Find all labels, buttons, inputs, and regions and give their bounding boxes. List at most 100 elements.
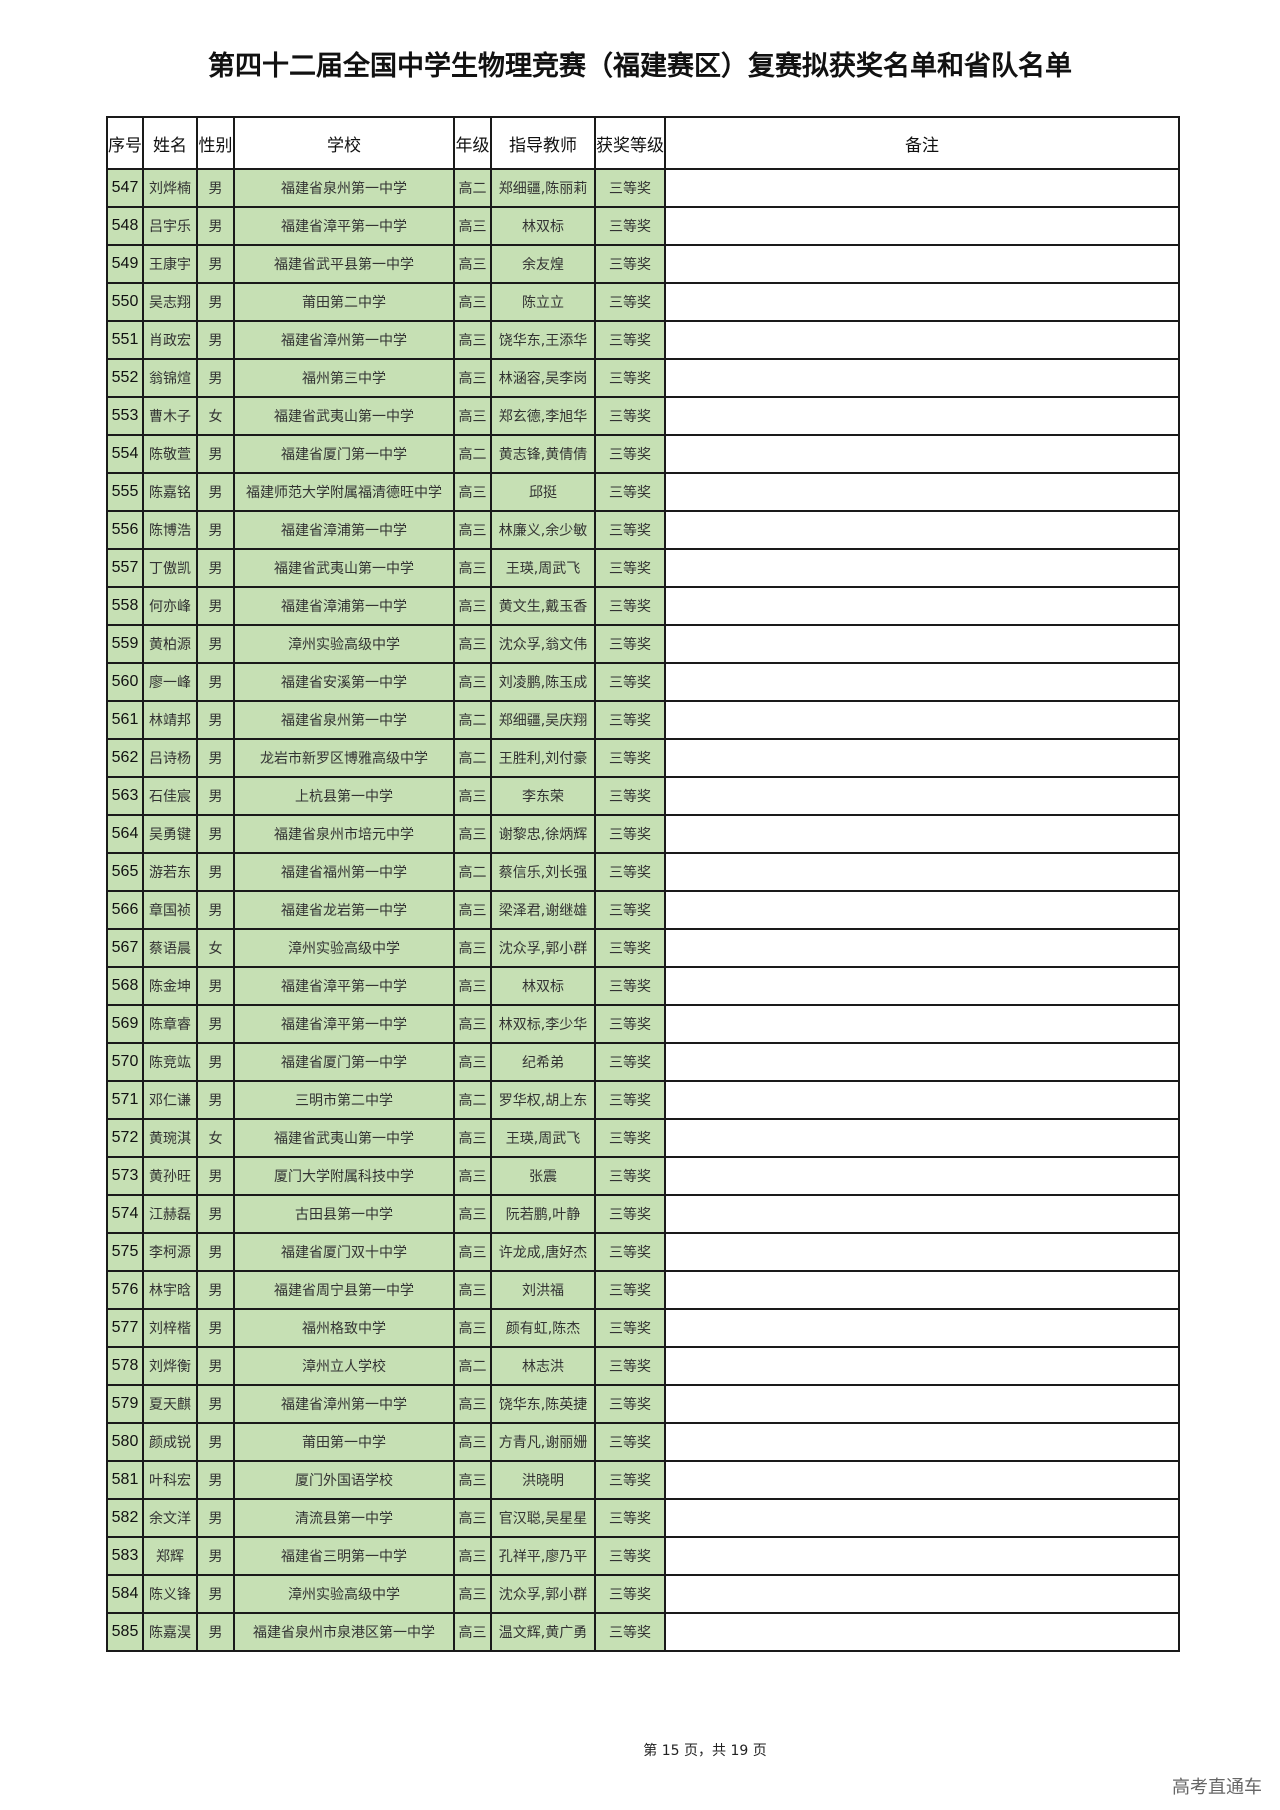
cell-school: 福建省漳平第一中学	[233, 966, 455, 1006]
cell-seq: 574	[106, 1194, 144, 1234]
cell-award: 三等奖	[594, 206, 666, 246]
cell-name: 陈博浩	[142, 510, 198, 550]
cell-note	[664, 434, 1180, 474]
cell-teacher: 罗华权,胡上东	[490, 1080, 596, 1120]
cell-name: 邓仁谦	[142, 1080, 198, 1120]
cell-gender: 男	[196, 244, 235, 284]
cell-seq: 584	[106, 1574, 144, 1614]
cell-note	[664, 1080, 1180, 1120]
cell-award: 三等奖	[594, 548, 666, 588]
cell-name: 石佳宸	[142, 776, 198, 816]
cell-gender: 男	[196, 320, 235, 360]
cell-teacher: 邱挺	[490, 472, 596, 512]
cell-note	[664, 700, 1180, 740]
cell-note	[664, 814, 1180, 854]
cell-school: 漳州实验高级中学	[233, 624, 455, 664]
cell-gender: 男	[196, 814, 235, 854]
cell-teacher: 沈众孚,翁文伟	[490, 624, 596, 664]
cell-teacher: 林双标	[490, 966, 596, 1006]
cell-school: 福建省漳州第一中学	[233, 320, 455, 360]
cell-school: 福建省安溪第一中学	[233, 662, 455, 702]
cell-grade: 高三	[453, 1156, 492, 1196]
cell-school: 莆田第一中学	[233, 1422, 455, 1462]
table-row: 557 丁傲凯男福建省武夷山第一中学 高三 王瑛,周武飞 三等奖	[106, 548, 1180, 588]
cell-grade: 高三	[453, 624, 492, 664]
cell-gender: 男	[196, 1080, 235, 1120]
cell-school: 福建省福州第一中学	[233, 852, 455, 892]
cell-grade: 高三	[453, 1422, 492, 1462]
cell-award: 三等奖	[594, 1574, 666, 1614]
table-row: 548 吕宇乐男福建省漳平第一中学 高三 林双标 三等奖	[106, 206, 1180, 246]
cell-school: 福建省周宁县第一中学	[233, 1270, 455, 1310]
cell-gender: 男	[196, 282, 235, 322]
cell-award: 三等奖	[594, 814, 666, 854]
cell-seq: 549	[106, 244, 144, 284]
cell-award: 三等奖	[594, 168, 666, 208]
cell-grade: 高三	[453, 1308, 492, 1348]
cell-seq: 555	[106, 472, 144, 512]
table-row: 581 叶科宏男厦门外国语学校 高三 洪晓明 三等奖	[106, 1460, 1180, 1500]
cell-seq: 577	[106, 1308, 144, 1348]
cell-school: 莆田第二中学	[233, 282, 455, 322]
cell-teacher: 林志洪	[490, 1346, 596, 1386]
cell-seq: 552	[106, 358, 144, 398]
cell-grade: 高三	[453, 662, 492, 702]
cell-school: 福建省漳浦第一中学	[233, 510, 455, 550]
table-row: 575 李柯源男福建省厦门双十中学 高三 许龙成,唐好杰 三等奖	[106, 1232, 1180, 1272]
cell-gender: 男	[196, 548, 235, 588]
cell-note	[664, 1346, 1180, 1386]
cell-name: 游若东	[142, 852, 198, 892]
table-row: 550 吴志翔男莆田第二中学 高三 陈立立 三等奖	[106, 282, 1180, 322]
cell-gender: 男	[196, 1612, 235, 1652]
cell-teacher: 梁泽君,谢继雄	[490, 890, 596, 930]
cell-seq: 569	[106, 1004, 144, 1044]
cell-gender: 男	[196, 472, 235, 512]
cell-seq: 554	[106, 434, 144, 474]
page-title: 第四十二届全国中学生物理竞赛（福建赛区）复赛拟获奖名单和省队名单	[208, 51, 1072, 82]
cell-seq: 583	[106, 1536, 144, 1576]
cell-seq: 553	[106, 396, 144, 436]
table-row: 571 邓仁谦男三明市第二中学 高二 罗华权,胡上东 三等奖	[106, 1080, 1180, 1120]
cell-grade: 高三	[453, 928, 492, 968]
cell-teacher: 饶华东,陈英捷	[490, 1384, 596, 1424]
cell-award: 三等奖	[594, 624, 666, 664]
table-row: 553 曹木子女福建省武夷山第一中学 高三 郑玄德,李旭华 三等奖	[106, 396, 1180, 436]
cell-name: 刘烨衡	[142, 1346, 198, 1386]
cell-seq: 571	[106, 1080, 144, 1120]
cell-grade: 高三	[453, 396, 492, 436]
cell-name: 陈金坤	[142, 966, 198, 1006]
cell-name: 叶科宏	[142, 1460, 198, 1500]
cell-seq: 581	[106, 1460, 144, 1500]
cell-seq: 576	[106, 1270, 144, 1310]
cell-seq: 561	[106, 700, 144, 740]
cell-grade: 高三	[453, 1270, 492, 1310]
cell-seq: 580	[106, 1422, 144, 1462]
table-row: 584 陈义锋男漳州实验高级中学 高三 沈众孚,郭小群 三等奖	[106, 1574, 1180, 1614]
cell-grade: 高三	[453, 586, 492, 626]
cell-note	[664, 852, 1180, 892]
cell-award: 三等奖	[594, 1308, 666, 1348]
cell-school: 福建省泉州第一中学	[233, 168, 455, 208]
cell-teacher: 官汉聪,吴星星	[490, 1498, 596, 1538]
cell-school: 福建省龙岩第一中学	[233, 890, 455, 930]
cell-note	[664, 1270, 1180, 1310]
cell-school: 福建省漳浦第一中学	[233, 586, 455, 626]
column-header-seq: 序号	[106, 116, 144, 170]
cell-note	[664, 244, 1180, 284]
cell-award: 三等奖	[594, 1612, 666, 1652]
cell-name: 黄孙旺	[142, 1156, 198, 1196]
cell-school: 厦门大学附属科技中学	[233, 1156, 455, 1196]
cell-teacher: 张震	[490, 1156, 596, 1196]
cell-name: 刘梓楷	[142, 1308, 198, 1348]
cell-gender: 男	[196, 738, 235, 778]
cell-gender: 男	[196, 1460, 235, 1500]
cell-school: 上杭县第一中学	[233, 776, 455, 816]
table-row: 569 陈章睿男福建省漳平第一中学 高三 林双标,李少华 三等奖	[106, 1004, 1180, 1044]
cell-note	[664, 168, 1180, 208]
cell-gender: 男	[196, 586, 235, 626]
cell-teacher: 方青凡,谢丽姗	[490, 1422, 596, 1462]
cell-school: 福建省泉州市培元中学	[233, 814, 455, 854]
cell-award: 三等奖	[594, 320, 666, 360]
cell-gender: 男	[196, 1004, 235, 1044]
cell-note	[664, 1422, 1180, 1462]
